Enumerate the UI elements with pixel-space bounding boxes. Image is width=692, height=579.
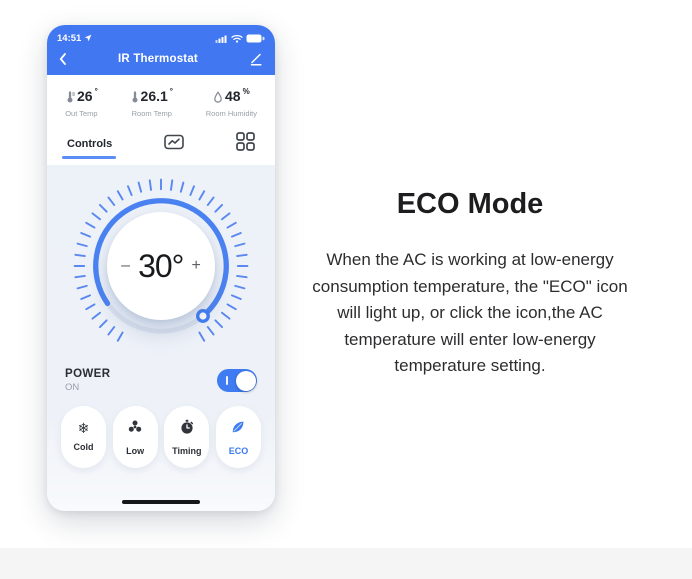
wifi-icon bbox=[231, 34, 243, 43]
status-bar: 14:51 bbox=[57, 31, 265, 45]
humidity-drop-icon bbox=[213, 90, 223, 106]
stat-label: Room Temp bbox=[131, 109, 172, 118]
active-tab-underline bbox=[62, 156, 116, 159]
thermometer-icon bbox=[131, 90, 139, 106]
eco-mode-button[interactable]: ECO bbox=[215, 406, 261, 468]
timing-mode-button[interactable]: Timing bbox=[164, 406, 210, 468]
battery-icon bbox=[246, 34, 265, 43]
stat-value: 48 bbox=[225, 88, 241, 104]
mode-buttons-row: ❄ Cold Low bbox=[47, 393, 275, 468]
chart-icon bbox=[164, 134, 184, 155]
thermometer-icon bbox=[65, 90, 76, 106]
back-button[interactable] bbox=[59, 53, 67, 65]
toggle-knob bbox=[235, 370, 256, 391]
mode-label: Timing bbox=[172, 445, 202, 456]
info-description: When the AC is working at low-energy con… bbox=[312, 250, 628, 376]
nav-bar: IR Thermostat bbox=[57, 52, 265, 66]
dial-ring bbox=[73, 178, 249, 342]
toggle-on-mark bbox=[226, 376, 228, 385]
power-toggle[interactable] bbox=[217, 369, 257, 392]
low-fan-mode-button[interactable]: Low bbox=[112, 406, 158, 468]
dial-knob: – 30° + bbox=[107, 212, 215, 320]
controls-panel: – 30° + POWER ON ❄ Cold bbox=[47, 165, 275, 511]
fan-icon bbox=[127, 419, 143, 440]
mode-label: ECO bbox=[228, 445, 249, 456]
info-title: ECO Mode bbox=[396, 188, 544, 220]
mode-label: Low bbox=[126, 445, 145, 456]
stat-unit: ° bbox=[169, 87, 173, 96]
home-indicator[interactable] bbox=[122, 499, 200, 504]
temp-increase-button[interactable]: + bbox=[191, 257, 201, 274]
stat-label: Room Humidity bbox=[205, 109, 257, 118]
stat-value: 26.1 bbox=[140, 88, 168, 104]
power-label: POWER bbox=[65, 368, 111, 380]
status-time: 14:51 bbox=[57, 32, 82, 44]
stat-value: 26 bbox=[77, 88, 93, 104]
edit-icon[interactable] bbox=[249, 52, 263, 66]
mode-label: Cold bbox=[73, 442, 94, 452]
power-row: POWER ON bbox=[47, 362, 275, 393]
timer-icon bbox=[179, 419, 195, 440]
location-arrow-icon bbox=[84, 34, 92, 42]
stats-row: 26 ° Out Temp 26.1 ° Room Temp bbox=[47, 75, 275, 126]
tab-statistics[interactable] bbox=[164, 134, 184, 164]
stat-unit: % bbox=[242, 87, 250, 96]
stat-unit: ° bbox=[94, 87, 98, 96]
power-state: ON bbox=[65, 382, 80, 393]
snowflake-icon: ❄ bbox=[77, 421, 90, 437]
grid-icon bbox=[236, 132, 255, 156]
phone-mockup: 14:51 bbox=[47, 25, 275, 511]
bottom-strip bbox=[0, 548, 692, 579]
temperature-value: 30° bbox=[138, 247, 184, 284]
leaf-icon bbox=[230, 419, 246, 440]
stat-room-temp: 26.1 ° Room Temp bbox=[131, 87, 173, 118]
signal-icon bbox=[215, 34, 228, 43]
tab-grid[interactable] bbox=[236, 132, 255, 165]
tab-controls[interactable]: Controls bbox=[62, 138, 116, 159]
page-title: IR Thermostat bbox=[118, 53, 198, 65]
dial-handle bbox=[195, 309, 210, 323]
cold-mode-button[interactable]: ❄ Cold bbox=[61, 406, 106, 468]
tab-bar: Controls bbox=[47, 126, 275, 165]
temperature-dial[interactable]: – 30° + bbox=[65, 170, 257, 362]
stat-room-humidity: 48 % Room Humidity bbox=[205, 87, 257, 118]
tab-controls-label: Controls bbox=[67, 138, 113, 150]
temp-decrease-button[interactable]: – bbox=[121, 257, 131, 274]
stat-label: Out Temp bbox=[65, 109, 98, 118]
info-panel: ECO Mode When the AC is working at low-e… bbox=[302, 188, 638, 380]
app-header: 14:51 bbox=[47, 25, 275, 75]
stat-out-temp: 26 ° Out Temp bbox=[65, 87, 98, 118]
